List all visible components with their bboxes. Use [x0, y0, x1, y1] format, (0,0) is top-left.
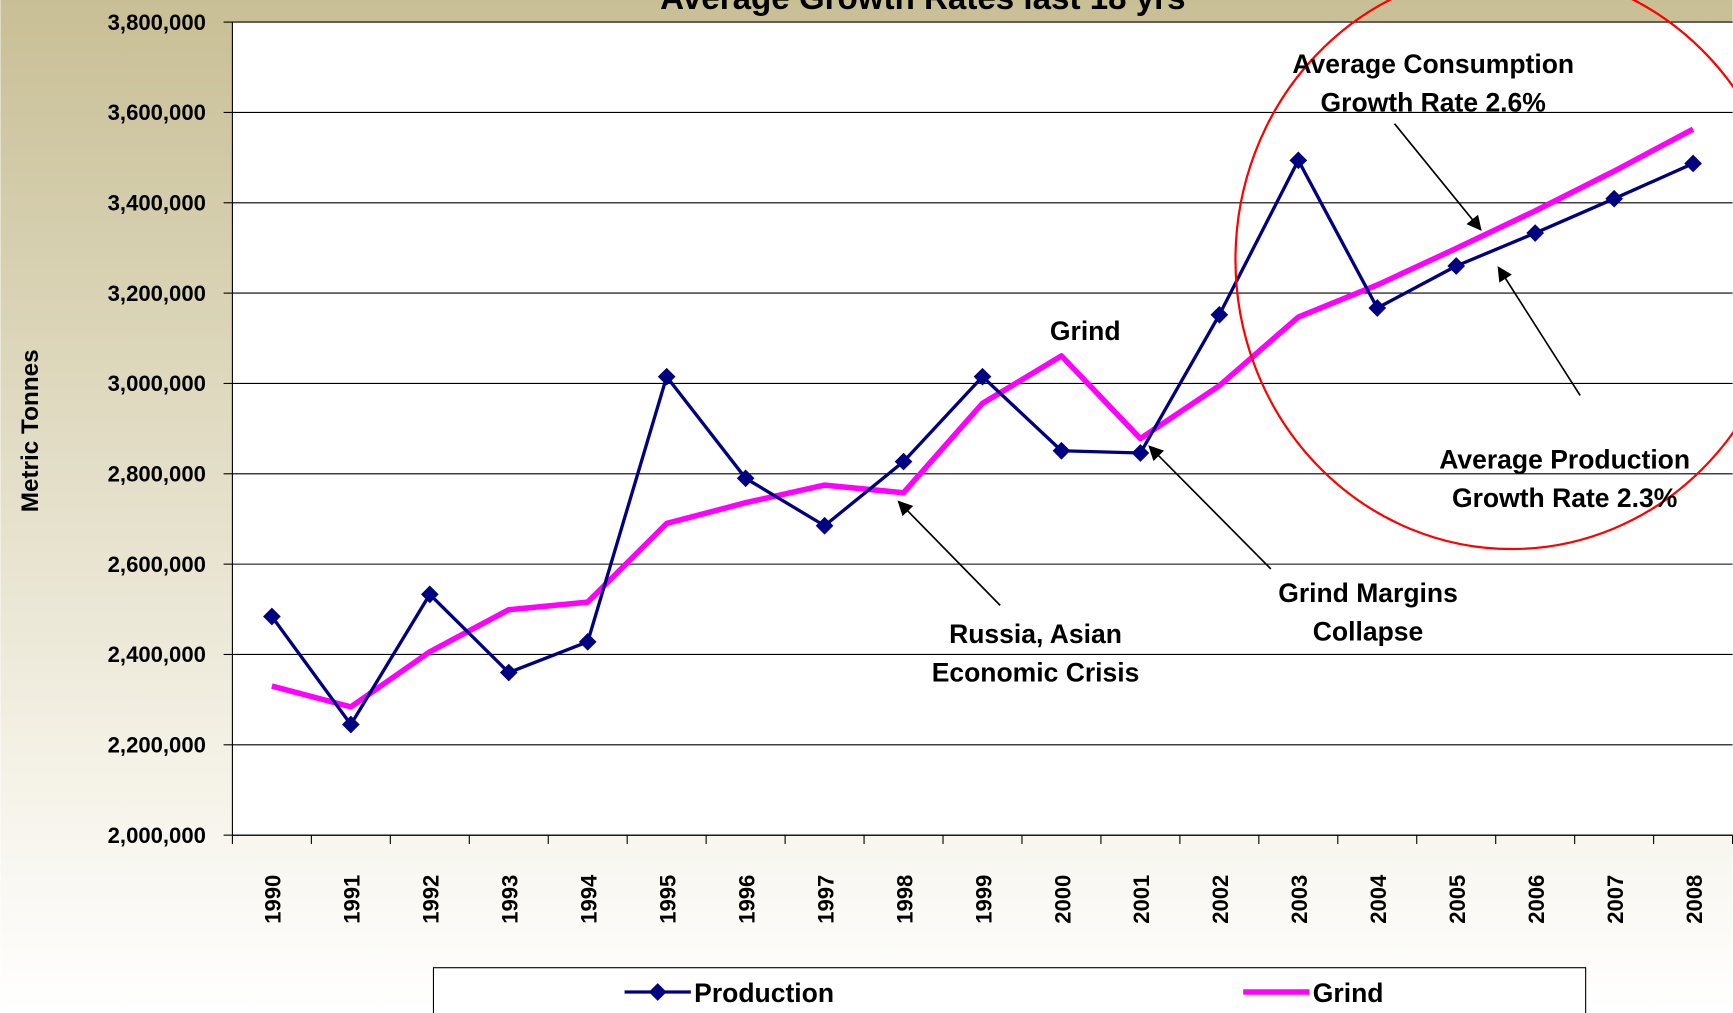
y-tick-label: 2,800,000: [108, 462, 206, 487]
highlight-ellipse: [1234, 0, 1733, 551]
legend-box: [432, 967, 1587, 1013]
x-tick-label: 1995: [656, 875, 681, 924]
y-tick-label: 2,400,000: [108, 642, 206, 667]
legend-label: Grind: [1313, 978, 1384, 1008]
x-tick-label: 2006: [1524, 875, 1549, 924]
point: [1447, 257, 1466, 275]
x-tick-label: 1990: [261, 875, 286, 924]
plot-area: [232, 22, 1733, 836]
x-tick-label: 1994: [577, 874, 602, 924]
y-tick-label: 3,800,000: [108, 10, 206, 35]
x-tick-label: 2007: [1603, 875, 1628, 924]
annotation: Russia, Asian: [949, 619, 1122, 649]
x-tick-label: 2001: [1129, 875, 1154, 924]
x-tick-label: 1993: [498, 875, 523, 924]
x-tick-label: 1992: [419, 875, 444, 924]
annotation: Average Consumption: [1292, 49, 1574, 79]
point: [815, 516, 834, 535]
legend: Production Grind: [432, 967, 1587, 1013]
x-tick-label: 2005: [1445, 875, 1470, 924]
annotation: Growth Rate 2.6%: [1321, 88, 1546, 118]
point: [894, 452, 913, 471]
point: [1131, 444, 1150, 462]
x-tick-label: 2004: [1366, 874, 1391, 924]
arrow: [1393, 123, 1482, 231]
grid: 2,000,000 2,200,000 2,400,000 2,600,000 2,80…: [108, 10, 1733, 924]
point: [578, 632, 597, 651]
legend-label: Production: [694, 978, 834, 1008]
arrow: [1497, 266, 1581, 396]
x-tick-label: 1991: [340, 875, 365, 924]
annotation: Economic Crisis: [932, 658, 1140, 688]
point: [263, 607, 281, 626]
annotation: Collapse: [1313, 617, 1423, 647]
y-axis-label: Metric Tonnes: [17, 349, 44, 512]
point: [1526, 224, 1545, 242]
point: [342, 715, 360, 734]
annotation: Average Production: [1439, 444, 1690, 474]
y-tick-label: 2,600,000: [108, 552, 206, 577]
annotations: Average Consumption Growth Rate 2.6% Grind…: [897, 0, 1733, 688]
legend-marker: [648, 983, 667, 1001]
annotation: Growth Rate 2.3%: [1452, 483, 1677, 513]
y-tick-label: 2,000,000: [108, 823, 206, 848]
point: [736, 469, 755, 488]
arrow: [1148, 445, 1272, 570]
point: [1368, 299, 1387, 317]
x-tick-label: 2002: [1208, 875, 1233, 924]
x-tick-label: 1999: [971, 875, 996, 924]
annotation: Grind Margins: [1278, 578, 1458, 608]
x-tick-label: 1996: [734, 875, 759, 924]
y-tick-label: 3,600,000: [108, 100, 206, 125]
series-line: [271, 126, 1695, 710]
chart-title: Average Growth Rates last 18 yrs: [660, 0, 1185, 17]
annotation: Grind: [1050, 316, 1121, 346]
y-tick-label: 2,200,000: [108, 733, 206, 758]
point: [973, 367, 992, 386]
y-tick-label: 3,400,000: [108, 191, 206, 216]
x-tick-label: 1998: [892, 875, 917, 924]
point: [420, 585, 439, 604]
x-tick-label: 2003: [1287, 875, 1312, 924]
arrow: [897, 500, 1001, 606]
x-tick-label: 2000: [1050, 875, 1075, 924]
x-tick-label: 2008: [1682, 875, 1707, 924]
y-tick-label: 3,000,000: [108, 371, 206, 396]
marks: [263, 126, 1702, 734]
y-tick-label: 3,200,000: [108, 281, 206, 306]
point: [657, 367, 676, 386]
x-tick-label: 1997: [813, 875, 838, 924]
point: [499, 663, 518, 682]
